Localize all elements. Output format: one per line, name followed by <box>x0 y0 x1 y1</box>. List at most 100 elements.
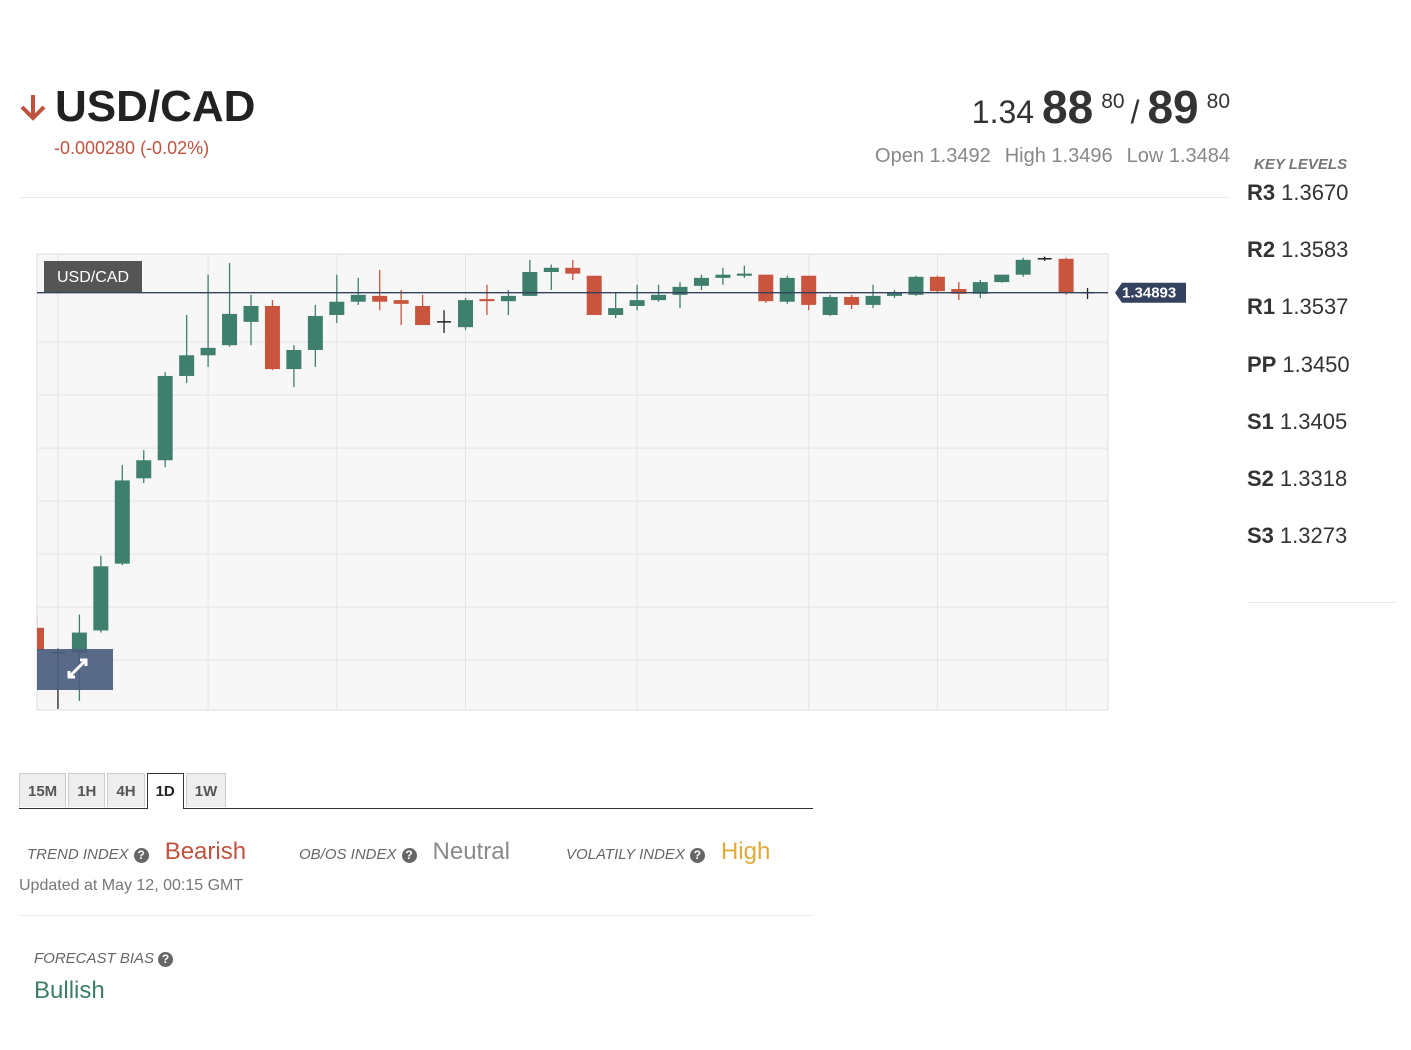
timeframe-tab[interactable]: 15M <box>19 773 67 807</box>
candle-body <box>586 275 602 315</box>
level-value: 1.3670 <box>1281 180 1349 205</box>
candle-body <box>565 267 581 274</box>
quote: 1.34 88 80 / 89 80 <box>972 80 1230 134</box>
help-icon[interactable]: ? <box>689 848 705 863</box>
index: VOLATILY INDEX? High <box>566 838 770 866</box>
timeframe-tab[interactable]: 1H <box>68 773 106 807</box>
candle-body <box>222 313 238 346</box>
index-label: OB/OS INDEX <box>299 846 397 863</box>
updated: Updated at May 12, 00:15 GMT <box>19 877 244 894</box>
candle-body <box>243 305 259 322</box>
down-arrow-icon <box>20 95 46 121</box>
candle-body <box>929 276 945 292</box>
candle-body <box>972 282 988 294</box>
candle-body <box>629 300 645 306</box>
key-level: S3 1.3273 <box>1247 523 1347 549</box>
index: OB/OS INDEX? Neutral <box>299 838 510 866</box>
index-value: Bearish <box>164 838 247 865</box>
forecast-label-text: FORECAST BIAS <box>34 950 155 967</box>
candle-body <box>715 274 731 278</box>
divider <box>19 915 813 916</box>
candle-body <box>479 299 495 302</box>
level-name: S3 <box>1247 523 1274 549</box>
key-level: S2 1.3318 <box>1247 466 1347 492</box>
key-levels-title: KEY LEVELS <box>1254 156 1348 173</box>
high: High 1.3496 <box>1004 145 1113 167</box>
candle-body <box>651 294 667 301</box>
chart: USD/CAD 1.34201.34301.34401.34501.34601.… <box>36 253 1186 711</box>
candle-body <box>350 294 366 302</box>
key-level: R1 1.3537 <box>1247 294 1348 320</box>
help-icon[interactable]: ? <box>401 848 417 863</box>
level-value: 1.3273 <box>1279 523 1348 549</box>
candle-body <box>865 295 881 305</box>
candle-body <box>887 292 902 296</box>
candle-body <box>71 632 87 653</box>
candle-body <box>415 305 431 326</box>
level-name: R1 <box>1247 294 1276 320</box>
divider <box>19 197 1230 198</box>
candle-body <box>822 296 838 315</box>
open: Open 1.3492 <box>875 145 991 167</box>
ohl: Open 1.3492 High 1.3496 Low 1.3484 <box>861 145 1230 168</box>
candle-body <box>608 308 624 315</box>
candles <box>37 256 1095 709</box>
symbol: USD/CAD <box>55 82 256 131</box>
level-name: R3 <box>1247 180 1276 205</box>
level-value: 1.3450 <box>1282 351 1350 377</box>
candle-body <box>37 627 44 651</box>
forecast-value: Bullish <box>34 977 105 1004</box>
level-value: 1.3405 <box>1279 408 1348 434</box>
help-icon[interactable]: ? <box>158 951 174 967</box>
timeframe-tab[interactable]: 1D <box>146 773 184 809</box>
candle-body <box>801 275 817 305</box>
candle-body <box>543 267 559 273</box>
index: TREND INDEX? Bearish <box>27 838 246 866</box>
index-value: High <box>720 838 771 865</box>
candle-body <box>1015 259 1031 275</box>
candle-body <box>951 288 967 294</box>
level-name: S1 <box>1247 408 1274 434</box>
candle-body <box>114 480 130 564</box>
level-value: 1.3583 <box>1281 237 1349 263</box>
level-value: 1.3318 <box>1279 466 1348 491</box>
level-name: S2 <box>1247 466 1274 491</box>
index-label: TREND INDEX <box>27 846 129 863</box>
divider <box>1247 602 1397 603</box>
candle-body <box>693 277 709 286</box>
grid <box>37 254 1108 710</box>
last-price-tag <box>1115 282 1186 303</box>
change: -0.000280 (-0.02%) <box>54 138 210 158</box>
candle-body <box>179 355 195 376</box>
bid-prefix: 1.34 <box>971 94 1035 130</box>
candle-body <box>779 277 795 302</box>
candle-body <box>908 276 924 295</box>
help-icon[interactable]: ? <box>133 848 149 863</box>
candle-body <box>393 300 409 304</box>
key-level: PP 1.3450 <box>1247 352 1350 378</box>
candle-body <box>136 460 152 479</box>
index-value: Neutral <box>432 838 510 865</box>
candle-body <box>844 296 860 305</box>
timeframe-tab[interactable]: 4H <box>107 773 145 807</box>
key-level: S1 1.3405 <box>1247 409 1347 435</box>
candle-body <box>736 273 752 276</box>
candle-body <box>994 274 1010 283</box>
timeframe-tabs: 15M 1H 4H 1D 1W <box>19 773 813 809</box>
candle-body <box>329 301 345 315</box>
low: Low 1.3484 <box>1126 145 1230 167</box>
series-label-box <box>44 261 142 293</box>
candle-body <box>458 300 473 328</box>
expand-button[interactable] <box>37 649 113 690</box>
candle-body <box>93 566 109 631</box>
bid-big: 88 <box>1042 81 1094 133</box>
timeframe-tab[interactable]: 1W <box>185 773 227 807</box>
forecast-label: FORECAST BIAS? <box>34 950 189 967</box>
candle-body <box>307 316 323 350</box>
candle-body <box>500 295 516 302</box>
candle-body <box>522 272 538 296</box>
key-level: R3 1.3670 <box>1247 180 1348 206</box>
key-level: R2 1.3583 <box>1247 237 1348 263</box>
